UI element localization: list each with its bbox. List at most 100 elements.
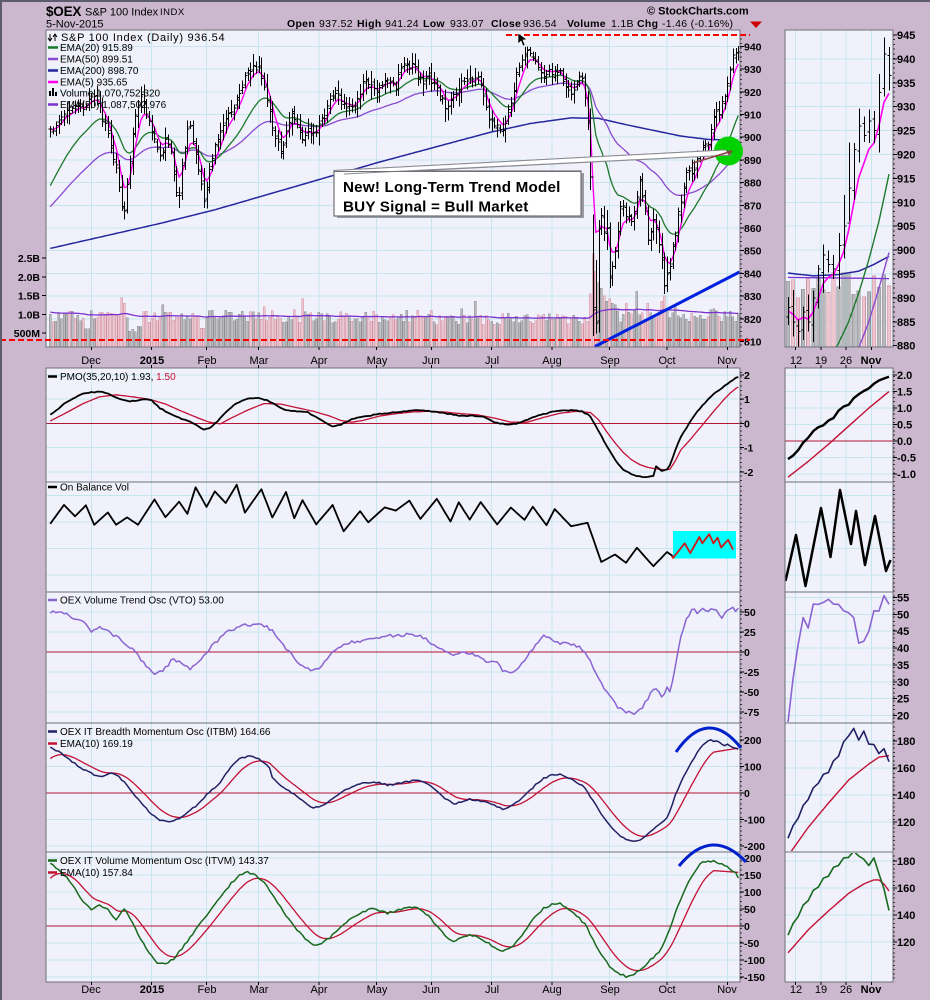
svg-text:2015: 2015 (140, 984, 164, 996)
svg-text:50: 50 (744, 904, 756, 916)
svg-text:885: 885 (897, 317, 915, 329)
svg-text:12: 12 (790, 984, 802, 996)
svg-text:Dec: Dec (81, 355, 101, 367)
svg-text:500M: 500M (14, 328, 41, 340)
svg-text:0.5: 0.5 (897, 420, 912, 432)
svg-text:19: 19 (815, 355, 827, 367)
svg-text:-25: -25 (744, 667, 759, 679)
svg-text:Volume: Volume (567, 18, 606, 30)
svg-text:-200: -200 (744, 841, 765, 853)
svg-text:26: 26 (840, 355, 852, 367)
svg-text:895: 895 (897, 269, 915, 281)
svg-text:920: 920 (744, 87, 762, 99)
svg-text:925: 925 (897, 126, 915, 138)
svg-text:941.24: 941.24 (385, 18, 419, 30)
svg-text:Sep: Sep (600, 355, 620, 367)
svg-text:1: 1 (744, 394, 750, 406)
svg-text:EMA(200) 898.70: EMA(200) 898.70 (60, 66, 139, 77)
svg-text:Nov: Nov (717, 984, 737, 996)
svg-text:-50: -50 (744, 687, 759, 699)
svg-text:1.0: 1.0 (897, 403, 912, 415)
svg-text:2.0B: 2.0B (18, 272, 41, 284)
svg-text:50: 50 (897, 609, 909, 621)
svg-text:Nov: Nov (861, 984, 883, 996)
svg-text:Oct: Oct (658, 355, 675, 367)
svg-text:May: May (367, 355, 388, 367)
svg-text:880: 880 (744, 178, 762, 190)
svg-text:200: 200 (744, 853, 762, 865)
svg-text:Mar: Mar (250, 984, 269, 996)
svg-text:-1.0: -1.0 (897, 469, 916, 481)
svg-text:EMA(20) 915.89: EMA(20) 915.89 (60, 43, 133, 54)
svg-text:870: 870 (744, 200, 762, 212)
svg-text:Chg: Chg (637, 18, 658, 30)
svg-text:25: 25 (897, 694, 909, 706)
svg-text:45: 45 (897, 626, 909, 638)
svg-text:2: 2 (744, 370, 750, 382)
svg-text:EMA(10) 169.19: EMA(10) 169.19 (60, 739, 133, 750)
svg-text:820: 820 (744, 314, 762, 326)
svg-text:840: 840 (744, 268, 762, 280)
svg-text:937.52: 937.52 (319, 18, 353, 30)
svg-text:OEX IT Volume Momentum Osc (IT: OEX IT Volume Momentum Osc (ITVM) 143.37 (60, 856, 269, 867)
svg-text:810: 810 (744, 337, 762, 349)
svg-text:930: 930 (744, 64, 762, 76)
svg-text:Apr: Apr (310, 355, 327, 367)
svg-text:180: 180 (897, 856, 915, 868)
svg-text:S&P 100 Index: S&P 100 Index (85, 7, 159, 19)
svg-text:Mar: Mar (250, 355, 269, 367)
svg-text:Feb: Feb (198, 984, 217, 996)
svg-text:-0.5: -0.5 (897, 452, 916, 464)
svg-text:940: 940 (744, 41, 762, 53)
svg-text:EMA(10) 157.84: EMA(10) 157.84 (60, 868, 133, 879)
svg-text:900: 900 (744, 132, 762, 144)
svg-text:850: 850 (744, 246, 762, 258)
svg-text:Jun: Jun (422, 355, 440, 367)
svg-text:INDX: INDX (160, 7, 185, 18)
svg-text:945: 945 (897, 30, 915, 42)
svg-text:25: 25 (744, 627, 756, 639)
svg-text:830: 830 (744, 291, 762, 303)
svg-text:0: 0 (744, 647, 750, 659)
svg-text:930: 930 (897, 102, 915, 114)
svg-text:Jun: Jun (422, 984, 440, 996)
svg-text:Dec: Dec (81, 984, 101, 996)
svg-text:2.0: 2.0 (897, 370, 912, 382)
svg-text:Volume 1,070,752,320: Volume 1,070,752,320 (60, 89, 161, 100)
svg-text:915: 915 (897, 173, 915, 185)
svg-text:1.0B: 1.0B (18, 309, 41, 321)
svg-text:© StockCharts.com: © StockCharts.com (647, 6, 749, 18)
svg-text:50: 50 (744, 607, 756, 619)
svg-text:Nov: Nov (717, 355, 737, 367)
svg-text:19: 19 (815, 984, 827, 996)
svg-text:On Balance Vol: On Balance Vol (60, 483, 129, 494)
svg-text:0: 0 (744, 788, 750, 800)
svg-text:26: 26 (840, 984, 852, 996)
svg-text:900: 900 (897, 245, 915, 257)
svg-text:Feb: Feb (198, 355, 217, 367)
svg-text:860: 860 (744, 223, 762, 235)
svg-text:S&P 100 Index (Daily) 936.54: S&P 100 Index (Daily) 936.54 (61, 32, 225, 44)
svg-text:-100: -100 (744, 815, 765, 827)
svg-text:100: 100 (744, 887, 762, 899)
svg-text:0: 0 (744, 418, 750, 430)
svg-text:Nov: Nov (861, 355, 883, 367)
svg-text:-1: -1 (744, 443, 753, 455)
svg-text:2015: 2015 (140, 355, 164, 367)
svg-text:140: 140 (897, 910, 915, 922)
svg-text:933.07: 933.07 (450, 18, 484, 30)
svg-text:200: 200 (744, 735, 762, 747)
svg-text:890: 890 (744, 155, 762, 167)
svg-text:-2: -2 (744, 467, 753, 479)
svg-text:Aug: Aug (542, 355, 562, 367)
svg-text:Jul: Jul (485, 984, 499, 996)
svg-text:920: 920 (897, 150, 915, 162)
svg-text:PMO(35,20,10) 1.93, 1.50: PMO(35,20,10) 1.93, 1.50 (60, 372, 176, 383)
svg-text:Aug: Aug (542, 984, 562, 996)
svg-text:5-Nov-2015: 5-Nov-2015 (46, 19, 103, 31)
svg-text:0.0: 0.0 (897, 436, 912, 448)
svg-text:-75: -75 (744, 707, 759, 719)
svg-text:1.5B: 1.5B (18, 291, 41, 303)
svg-text:935: 935 (897, 78, 915, 90)
svg-text:12: 12 (790, 355, 802, 367)
